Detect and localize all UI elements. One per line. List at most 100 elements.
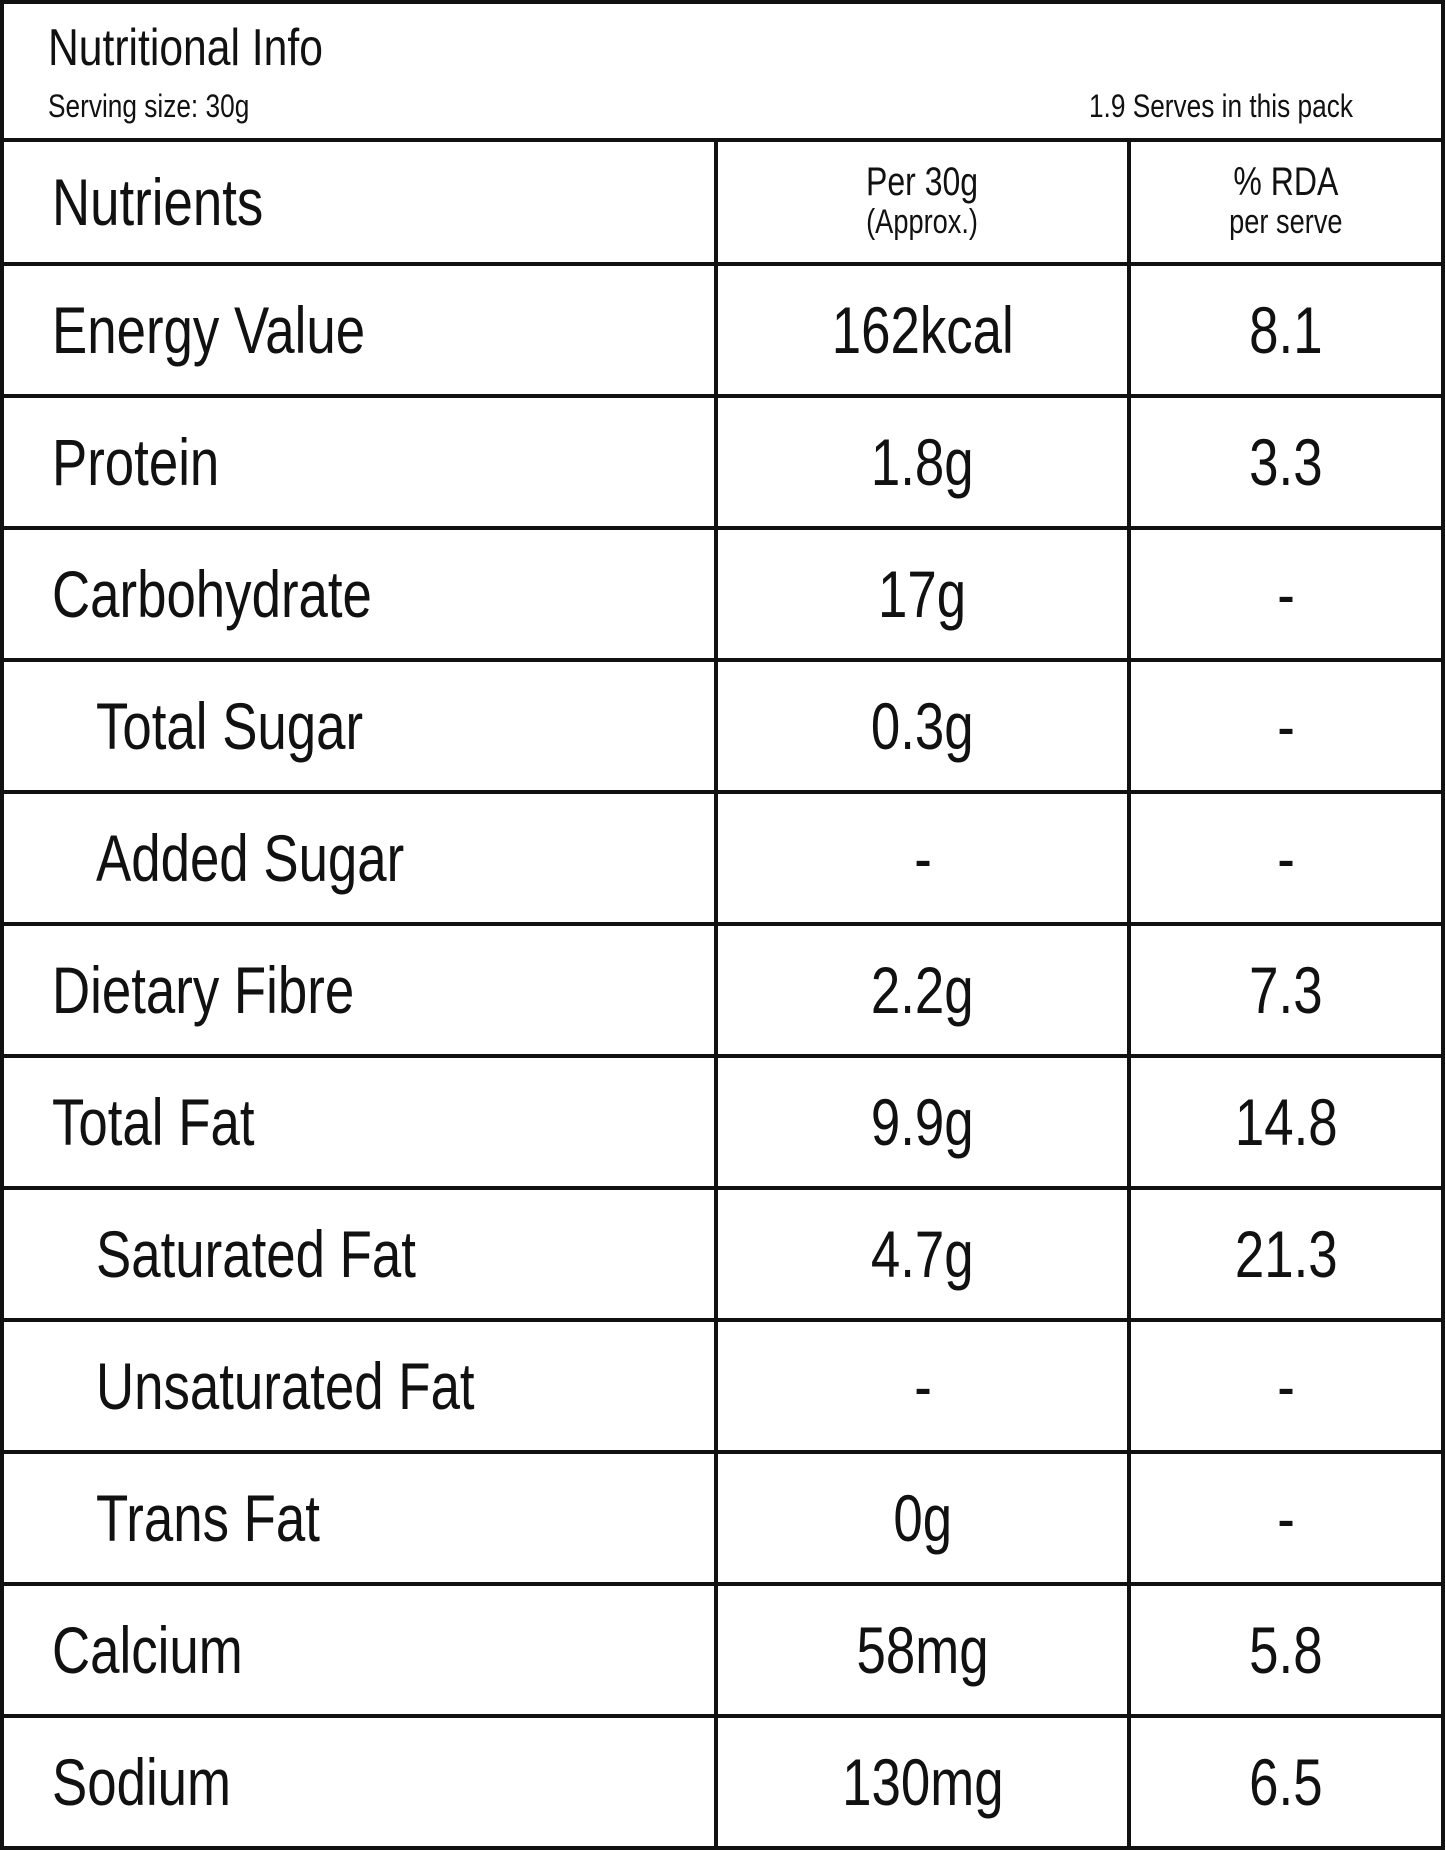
- rda-percent: -: [1277, 557, 1295, 631]
- table-cell: Saturated Fat: [4, 1186, 716, 1320]
- table-cell: Total Sugar: [4, 658, 716, 792]
- per-serving-amount: 17g: [878, 557, 967, 631]
- table-cell: Added Sugar: [4, 790, 716, 924]
- table-cell: 5.8: [1127, 1582, 1441, 1716]
- rda-percent: -: [1277, 1349, 1295, 1423]
- table-cell: 0.3g: [714, 658, 1129, 792]
- column-header: Per 30g (Approx.): [866, 162, 978, 242]
- per-serving-amount: 4.7g: [871, 1217, 974, 1291]
- rda-percent: -: [1277, 821, 1295, 895]
- per-serving-amount: 9.9g: [871, 1085, 974, 1159]
- nutrient-name: Total Sugar: [96, 689, 364, 763]
- table-cell: Protein: [4, 394, 716, 528]
- table-cell: -: [1127, 1450, 1441, 1584]
- column-header: % RDA per serve: [1229, 162, 1342, 242]
- table-cell: 9.9g: [714, 1054, 1129, 1188]
- rda-percent: 21.3: [1234, 1217, 1338, 1291]
- table-cell: Trans Fat: [4, 1450, 716, 1584]
- per-serving-amount: 58mg: [856, 1613, 989, 1687]
- table-cell: 1.8g: [714, 394, 1129, 528]
- nutrient-row: Dietary Fibre 2.2g 7.3: [4, 922, 1441, 1056]
- nutrient-row: Total Fat 9.9g 14.8: [4, 1054, 1441, 1188]
- nutrient-name: Unsaturated Fat: [96, 1349, 475, 1423]
- table-cell: Energy Value: [4, 262, 716, 396]
- table-cell: Carbohydrate: [4, 526, 716, 660]
- rda-percent: -: [1277, 1481, 1295, 1555]
- nutrient-name: Carbohydrate: [52, 557, 372, 631]
- serving-size: Serving size: 30g: [48, 88, 250, 124]
- table-cell: 4.7g: [714, 1186, 1129, 1320]
- table-cell: 7.3: [1127, 922, 1441, 1056]
- nutrient-name: Added Sugar: [96, 821, 405, 895]
- table-cell: Dietary Fibre: [4, 922, 716, 1056]
- nutrient-row: Saturated Fat 4.7g 21.3: [4, 1186, 1441, 1320]
- header-line: per serve: [1229, 203, 1343, 241]
- table-body: Nutrients Per 30g (Approx.) % RDA per serv…: [4, 142, 1441, 1846]
- nutrient-row: Added Sugar - -: [4, 790, 1441, 924]
- rda-percent: 6.5: [1249, 1745, 1323, 1819]
- table-cell: 14.8: [1127, 1054, 1441, 1188]
- nutrient-row: Unsaturated Fat - -: [4, 1318, 1441, 1452]
- table-cell: -: [1127, 1318, 1441, 1452]
- table-cell: -: [714, 1318, 1129, 1452]
- nutrient-row: Sodium 130mg 6.5: [4, 1714, 1441, 1846]
- nutrient-name: Protein: [52, 425, 220, 499]
- nutrient-row: Carbohydrate 17g -: [4, 526, 1441, 660]
- table-cell: 17g: [714, 526, 1129, 660]
- nutrition-table: Nutrients Per 30g (Approx.) % RDA per serv…: [4, 142, 1441, 1846]
- nutrient-name: Saturated Fat: [96, 1217, 416, 1291]
- per-serving-amount: 130mg: [841, 1745, 1004, 1819]
- panel-header: Nutritional Info Serving size: 30g 1.9 S…: [4, 4, 1441, 142]
- table-cell: Sodium: [4, 1714, 716, 1846]
- nutrient-name: Sodium: [52, 1745, 232, 1819]
- table-cell: Total Fat: [4, 1054, 716, 1188]
- header-cell: % RDA per serve: [1127, 142, 1441, 264]
- column-header: Nutrients: [52, 165, 264, 239]
- nutrient-name: Trans Fat: [96, 1481, 320, 1555]
- header-line: Per 30g: [866, 160, 979, 204]
- table-cell: Calcium: [4, 1582, 716, 1716]
- nutrient-row: Calcium 58mg 5.8: [4, 1582, 1441, 1716]
- table-cell: 130mg: [714, 1714, 1129, 1846]
- per-serving-amount: 162kcal: [831, 293, 1014, 367]
- table-cell: 6.5: [1127, 1714, 1441, 1846]
- table-cell: 8.1: [1127, 262, 1441, 396]
- nutrient-name: Energy Value: [52, 293, 366, 367]
- rda-percent: 3.3: [1249, 425, 1323, 499]
- rda-percent: 7.3: [1249, 953, 1323, 1027]
- per-serving-amount: 2.2g: [871, 953, 974, 1027]
- table-cell: 2.2g: [714, 922, 1129, 1056]
- per-serving-amount: -: [913, 1349, 932, 1423]
- nutrient-row: Trans Fat 0g -: [4, 1450, 1441, 1584]
- title: Nutritional Info: [48, 19, 323, 77]
- table-cell: 0g: [714, 1450, 1129, 1584]
- table-cell: -: [1127, 790, 1441, 924]
- table-cell: -: [1127, 658, 1441, 792]
- table-cell: Unsaturated Fat: [4, 1318, 716, 1452]
- table-cell: 3.3: [1127, 394, 1441, 528]
- table-cell: 58mg: [714, 1582, 1129, 1716]
- header-cell: Per 30g (Approx.): [714, 142, 1129, 264]
- header-row: Nutrients Per 30g (Approx.) % RDA per serv…: [4, 142, 1441, 264]
- rda-percent: 14.8: [1234, 1085, 1338, 1159]
- header-line: % RDA: [1233, 160, 1339, 204]
- per-serving-amount: 0g: [893, 1481, 952, 1555]
- nutrient-name: Calcium: [52, 1613, 243, 1687]
- rda-percent: 8.1: [1249, 293, 1323, 367]
- per-serving-amount: 0.3g: [871, 689, 974, 763]
- serves-per-pack: 1.9 Serves in this pack: [1089, 88, 1353, 124]
- per-serving-amount: 1.8g: [871, 425, 974, 499]
- per-serving-amount: -: [913, 821, 932, 895]
- nutrient-name: Total Fat: [52, 1085, 255, 1159]
- table-cell: -: [714, 790, 1129, 924]
- table-cell: 21.3: [1127, 1186, 1441, 1320]
- header-cell: Nutrients: [4, 142, 716, 264]
- nutrient-row: Total Sugar 0.3g -: [4, 658, 1441, 792]
- header-line: (Approx.): [866, 203, 979, 241]
- table-cell: 162kcal: [714, 262, 1129, 396]
- rda-percent: 5.8: [1249, 1613, 1323, 1687]
- nutrient-row: Protein 1.8g 3.3: [4, 394, 1441, 528]
- rda-percent: -: [1277, 689, 1295, 763]
- nutrient-row: Energy Value 162kcal 8.1: [4, 262, 1441, 396]
